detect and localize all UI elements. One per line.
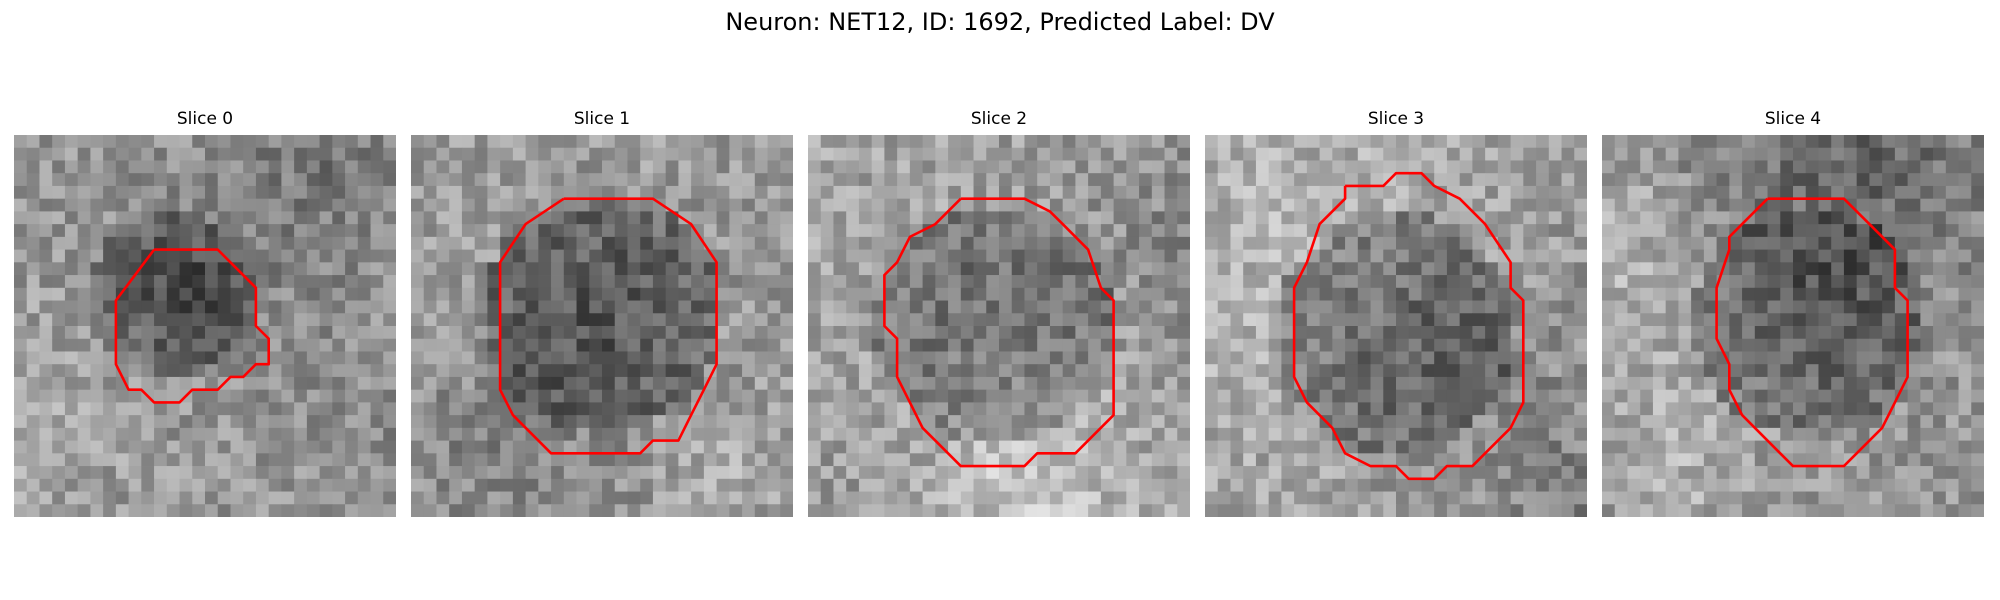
slice-image [411,135,793,517]
cell-contour [883,197,1115,468]
slice-title: Slice 3 [1367,109,1425,129]
slice-panel-1: Slice 1 [411,107,793,517]
cell-contour [1715,197,1909,468]
pixel-grid [1205,135,1587,517]
cell-contour [1292,171,1525,481]
slice-panel-0: Slice 0 [14,107,396,517]
slice-image [1602,135,1984,517]
pixel-grid [808,135,1190,517]
slice-title: Slice 0 [176,109,234,129]
slice-image [808,135,1190,517]
cell-contour [114,248,270,404]
pixel-grid [14,135,396,517]
slice-title: Slice 1 [573,109,631,129]
slice-panel-2: Slice 2 [808,107,1190,517]
pixel-grid [1602,135,1984,517]
slice-title: Slice 2 [970,109,1028,129]
figure-title: Neuron: NET12, ID: 1692, Predicted Label… [725,8,1275,36]
cell-contour [498,197,718,455]
slice-title: Slice 4 [1764,109,1822,129]
slice-image [14,135,396,517]
pixel-grid [411,135,793,517]
slice-panel-4: Slice 4 [1602,107,1984,517]
slice-image [1205,135,1587,517]
slice-panel-3: Slice 3 [1205,107,1587,517]
